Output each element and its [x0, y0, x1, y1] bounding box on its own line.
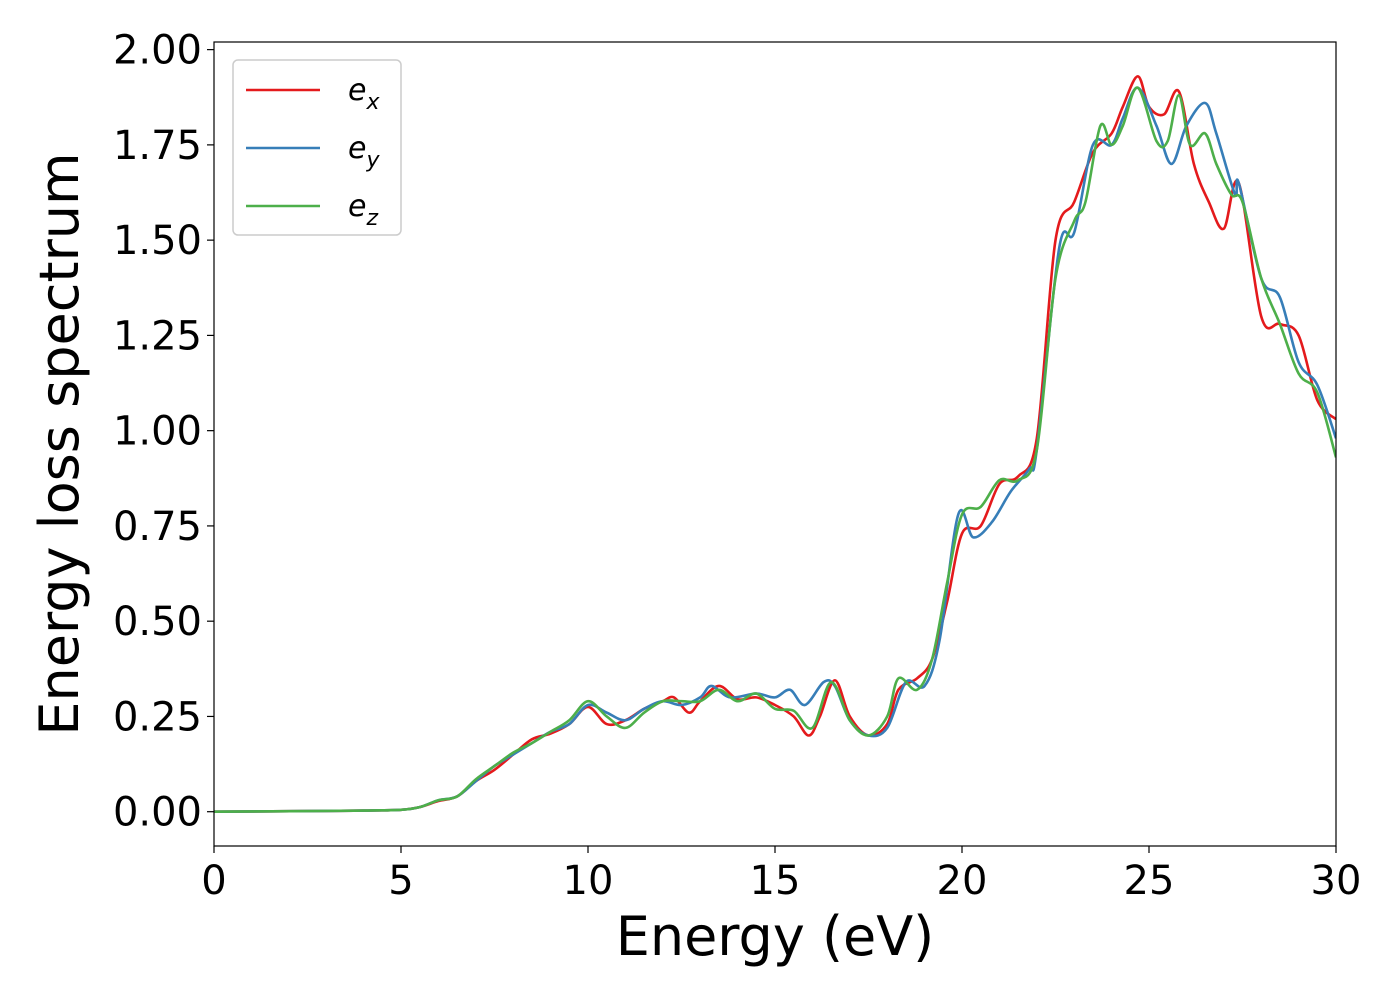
y-tick-label: 0.25	[113, 694, 202, 740]
x-axis-label: Energy (eV)	[616, 905, 935, 968]
y-tick-label: 1.25	[113, 313, 202, 359]
legend-label-e-x: ex	[348, 73, 380, 115]
y-tick-label: 0.00	[113, 790, 202, 836]
y-tick-label: 0.50	[113, 599, 202, 645]
y-axis-ticks: 0.00 0.25 0.50 0.75 1.00 1.25 1.50 1.75 2.00	[113, 28, 214, 836]
y-tick-label: 1.75	[113, 123, 202, 169]
legend-label-subscript: y	[365, 148, 380, 173]
x-tick-label: 10	[563, 858, 614, 904]
y-tick-label: 1.50	[113, 218, 202, 264]
y-axis-label: Energy loss spectrum	[28, 152, 91, 735]
legend-label-e-y: ey	[348, 131, 380, 173]
y-tick-label: 0.75	[113, 504, 202, 550]
x-tick-label: 0	[201, 858, 226, 904]
series-layer	[214, 74, 1336, 814]
legend-label-base: e	[348, 73, 366, 108]
legend-label-e-z: ez	[348, 189, 378, 231]
legend-label-subscript: x	[365, 90, 380, 115]
legend-label-base: e	[348, 189, 366, 224]
legend-label-subscript: z	[365, 206, 378, 231]
x-tick-label: 30	[1311, 858, 1362, 904]
x-tick-label: 5	[388, 858, 413, 904]
x-axis-ticks: 0 5 10 15 20 25 30	[201, 846, 1361, 904]
y-tick-label: 2.00	[113, 28, 202, 74]
series-line-e-z	[214, 86, 1336, 814]
x-tick-label: 20	[937, 858, 988, 904]
legend-label-base: e	[348, 131, 366, 166]
x-tick-label: 25	[1124, 858, 1175, 904]
x-tick-label: 15	[750, 858, 801, 904]
y-tick-label: 1.00	[113, 409, 202, 455]
